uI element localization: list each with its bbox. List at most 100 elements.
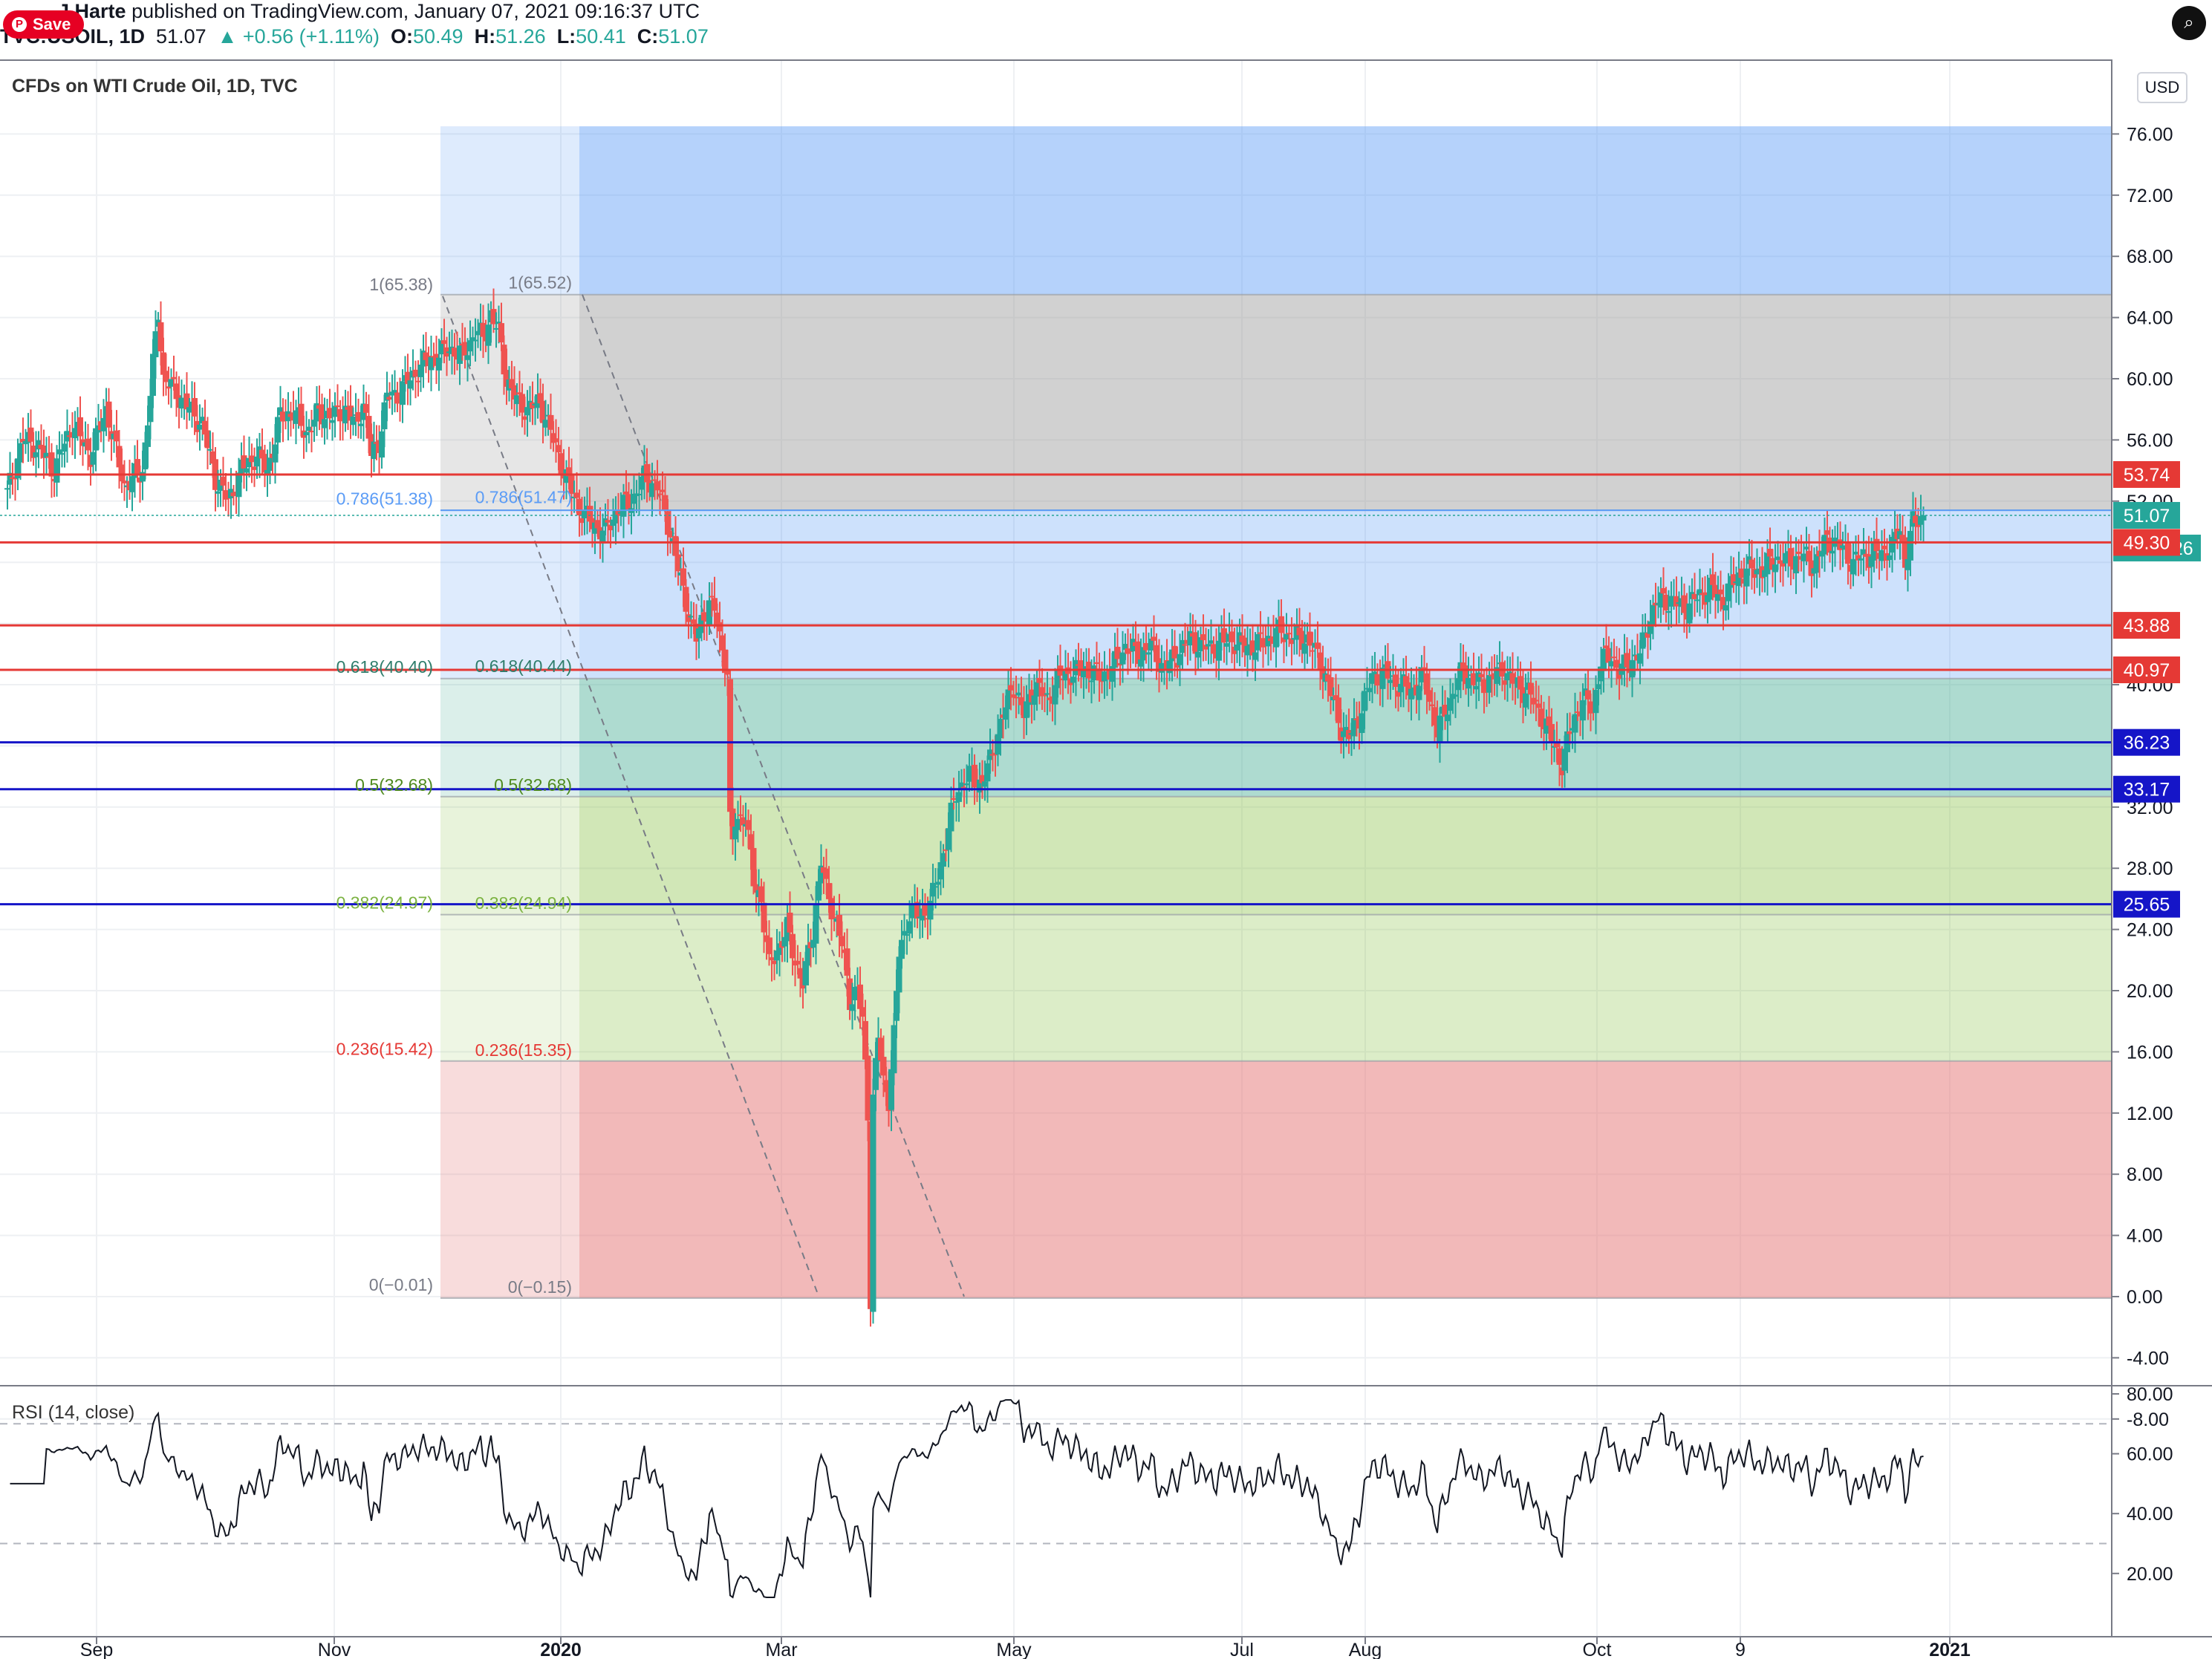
candle-body: [625, 494, 632, 509]
candle-body: [579, 518, 585, 524]
candle-body: [1528, 682, 1534, 695]
candle-body: [358, 423, 364, 426]
candle-body: [776, 943, 783, 955]
candle-body: [805, 945, 811, 966]
candle-body: [802, 961, 809, 985]
candle-body: [1543, 718, 1549, 734]
candle-body: [1180, 639, 1185, 654]
y-tick-label: 8.00: [2127, 1164, 2163, 1185]
candle-body: [1549, 723, 1555, 743]
candle-body: [1455, 678, 1461, 691]
trend-line-right: [582, 294, 965, 1297]
candle-body: [644, 463, 650, 483]
candle-body: [660, 489, 666, 492]
rsi-tick-label: 60.00: [2127, 1444, 2173, 1465]
candle-body: [732, 827, 738, 840]
candle-body: [972, 764, 977, 788]
candle-body: [550, 433, 556, 443]
candle-body: [1881, 545, 1887, 550]
candle-body: [636, 494, 643, 496]
lens-search-icon[interactable]: ⌕: [2172, 6, 2206, 40]
candle-body: [1102, 671, 1107, 682]
currency-badge[interactable]: USD: [2137, 72, 2187, 103]
candle-body: [1546, 716, 1552, 726]
candle-body: [246, 457, 253, 468]
x-tick-label: May: [996, 1640, 1032, 1659]
fib-label-right: 0.786(51.47): [475, 488, 572, 507]
candle-body: [1138, 659, 1144, 667]
candle-body: [675, 554, 681, 572]
candle-body: [878, 1037, 884, 1060]
save-label: Save: [33, 15, 71, 33]
candle-body: [17, 443, 24, 463]
candle-body: [1229, 631, 1235, 642]
candle-body: [1660, 587, 1667, 594]
candle-body: [620, 495, 627, 517]
candle-body: [1767, 548, 1773, 557]
y-tick-label: 68.00: [2127, 247, 2173, 267]
candle-body: [457, 345, 463, 365]
candle-body: [1523, 693, 1529, 708]
candle-body: [157, 322, 164, 352]
candle-body: [1052, 685, 1058, 705]
candle-body: [417, 364, 424, 377]
candle-body: [1359, 713, 1365, 734]
y-tick-label: -8.00: [2127, 1409, 2169, 1430]
candle-body: [665, 511, 671, 535]
save-button[interactable]: P Save: [3, 10, 85, 39]
candle-body: [979, 775, 986, 783]
candle-body: [1712, 584, 1719, 598]
candle-body: [963, 783, 970, 786]
candle-body: [1143, 642, 1149, 651]
candle-body: [1715, 594, 1721, 602]
candle-body: [1481, 679, 1487, 694]
candle-body: [261, 454, 268, 473]
candle-body: [722, 649, 728, 674]
candle-body: [683, 587, 689, 612]
candle-body: [901, 930, 908, 936]
candle-body: [701, 612, 707, 621]
candle-body: [511, 385, 518, 400]
candle-body: [599, 530, 606, 544]
candle-body: [4, 488, 10, 490]
candle-body: [140, 472, 146, 482]
candle-body: [498, 323, 504, 343]
candle-body: [215, 491, 221, 494]
candle-body: [1187, 630, 1194, 646]
candle-body: [1809, 560, 1815, 576]
candle-body: [696, 628, 702, 639]
candle-body: [816, 881, 822, 901]
candle-body: [384, 392, 390, 401]
price-mark-label: 49.30: [2124, 532, 2170, 553]
candle-body: [1559, 767, 1565, 775]
price-chart[interactable]: 1(65.38) 0.786(51.38) 0.618(40.40) 0.5(32.6…: [0, 59, 2212, 1659]
candle-body: [1829, 550, 1835, 554]
candle-body: [1913, 515, 1919, 524]
candle-body: [1764, 553, 1771, 575]
candle-body: [1587, 701, 1594, 714]
candle-body: [795, 960, 801, 965]
candle-body: [166, 386, 172, 389]
candle-body: [472, 339, 478, 342]
candle-body: [1749, 559, 1755, 569]
candle-body: [984, 763, 991, 782]
candle-body: [293, 410, 299, 424]
candle-body: [966, 766, 972, 782]
candle-body: [1554, 742, 1560, 748]
candle-body: [943, 849, 949, 851]
candle-body: [1902, 537, 1908, 568]
candle-body: [1772, 564, 1778, 573]
candle-body: [1211, 644, 1217, 654]
candle-body: [1284, 633, 1289, 640]
candle-body: [1920, 515, 1927, 521]
candle-body: [823, 868, 830, 879]
candle-body: [1738, 568, 1745, 578]
fib-zone: [579, 914, 2112, 1061]
candle-body: [1837, 539, 1844, 550]
candle-body: [1889, 536, 1896, 553]
candle-body: [1518, 676, 1523, 690]
candle-body: [662, 495, 669, 511]
candle-body: [1585, 690, 1591, 700]
candle-body: [1109, 665, 1116, 682]
candle-body: [405, 371, 411, 385]
